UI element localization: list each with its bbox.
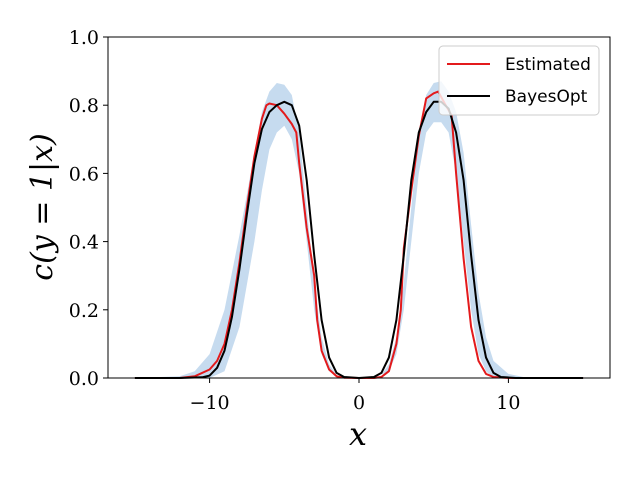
y-tick-label: 1.0 (69, 27, 99, 49)
x-tick-label: 10 (496, 392, 520, 414)
series-layer (134, 90, 584, 379)
y-tick-label: 0.2 (69, 300, 99, 322)
y-tick-label: 0.4 (69, 232, 99, 254)
confidence-band-layer (134, 81, 584, 379)
y-tick-label: 0.0 (69, 368, 99, 390)
legend: Estimated BayesOpt (438, 45, 600, 116)
y-axis-label: c(y = 1|x) (25, 133, 60, 280)
x-tick-label: 0 (353, 392, 365, 414)
y-tick-label: 0.6 (69, 163, 99, 185)
x-tick-label: −10 (190, 392, 230, 414)
series-line-bayesopt (134, 100, 584, 379)
ticks-layer: −10 0 10 0.0 0.2 0.4 0.6 0.8 1.0 (69, 27, 521, 414)
y-tick-label: 0.8 (69, 95, 99, 117)
legend-label-estimated: Estimated (505, 55, 591, 75)
x-axis-label: x (349, 415, 367, 453)
confidence-band (134, 81, 584, 379)
legend-label-bayesopt: BayesOpt (505, 87, 588, 107)
